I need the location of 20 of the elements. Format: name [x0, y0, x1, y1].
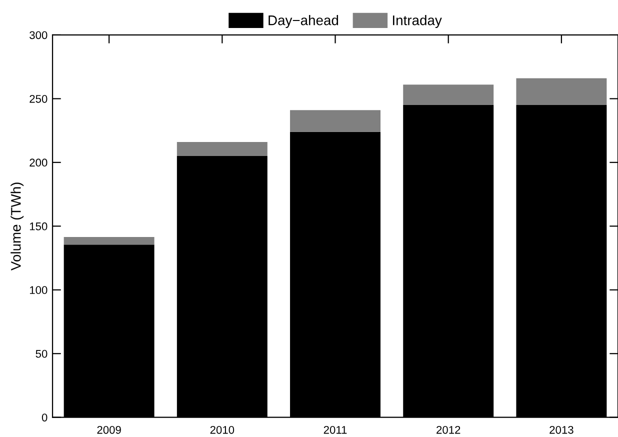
x-tick-label: 2011: [324, 426, 347, 434]
y-tick-label: 50: [36, 350, 48, 358]
bar: [64, 236, 154, 245]
y-tick-label: 0: [42, 414, 48, 422]
x-tick-label: 2010: [210, 426, 234, 434]
y-axis-title: Volume (TWh): [10, 182, 24, 270]
bar: [176, 142, 268, 156]
bar: [516, 78, 607, 106]
y-tick-label: 300: [30, 31, 48, 40]
y-tick-label: 200: [30, 158, 48, 167]
bar: [403, 84, 494, 106]
x-tick-label: 2013: [550, 426, 574, 434]
x-tick-label: 2012: [436, 426, 460, 434]
bar: [290, 110, 381, 132]
x-tick-label: 2009: [97, 426, 121, 434]
y-tick-label: 150: [30, 222, 48, 230]
y-tick-label: 100: [30, 286, 48, 294]
legend-label: Intraday: [393, 15, 442, 28]
legend-label: Day−ahead: [268, 15, 338, 28]
y-tick-label: 250: [30, 94, 48, 103]
